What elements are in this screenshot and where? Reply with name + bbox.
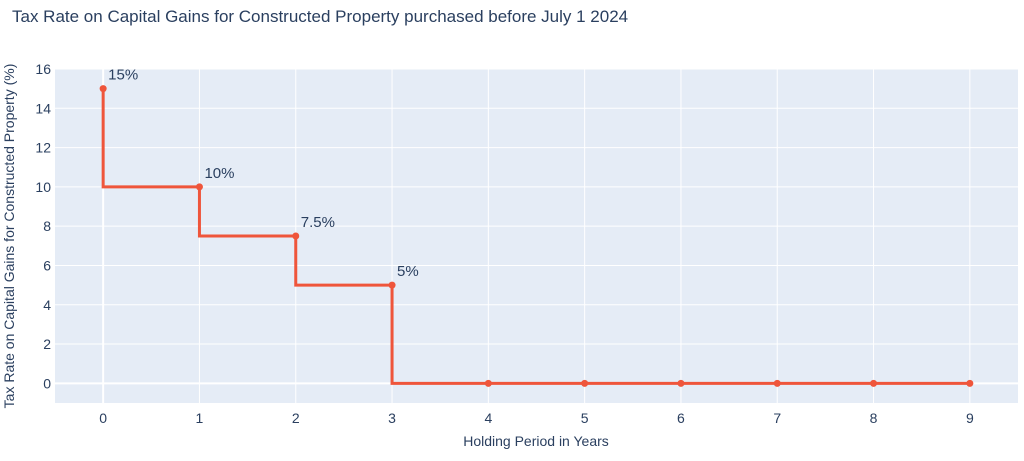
x-tick-label: 1 bbox=[196, 410, 204, 426]
data-point bbox=[388, 281, 396, 289]
series-layer bbox=[99, 85, 974, 387]
data-point bbox=[966, 379, 974, 387]
y-tick-label: 10 bbox=[35, 179, 51, 195]
x-tick-label: 5 bbox=[581, 410, 589, 426]
data-point bbox=[484, 379, 492, 387]
y-tick-label: 14 bbox=[35, 100, 51, 116]
data-label: 7.5% bbox=[301, 214, 335, 231]
annotations: 15% 10% 7.5% 5% bbox=[108, 67, 419, 280]
data-label: 10% bbox=[204, 165, 234, 182]
data-point bbox=[195, 183, 203, 191]
x-tick-label: 7 bbox=[773, 410, 781, 426]
data-point bbox=[773, 379, 781, 387]
y-tick-label: 2 bbox=[43, 336, 51, 352]
x-tick-label: 6 bbox=[677, 410, 685, 426]
x-axis-label: Holding Period in Years bbox=[463, 433, 609, 449]
data-label: 5% bbox=[397, 263, 419, 280]
data-point bbox=[292, 232, 300, 240]
y-tick-label: 6 bbox=[43, 257, 51, 273]
data-point bbox=[677, 379, 685, 387]
y-tick-label: 16 bbox=[35, 61, 51, 77]
x-tick-label: 4 bbox=[484, 410, 492, 426]
y-tick-label: 0 bbox=[43, 375, 51, 391]
data-point bbox=[581, 379, 589, 387]
data-point bbox=[870, 379, 878, 387]
y-tick-label: 8 bbox=[43, 218, 51, 234]
x-tick-label: 2 bbox=[292, 410, 300, 426]
y-axis-label: Tax Rate on Capital Gains for Constructe… bbox=[1, 64, 17, 409]
x-tick-label: 9 bbox=[966, 410, 974, 426]
x-tick-label: 0 bbox=[99, 410, 107, 426]
y-tick-label: 12 bbox=[35, 140, 51, 156]
data-point bbox=[99, 85, 107, 93]
y-tick-label: 4 bbox=[43, 297, 51, 313]
x-tick-label: 8 bbox=[870, 410, 878, 426]
series-line bbox=[101, 88, 970, 385]
x-tick-label: 3 bbox=[388, 410, 396, 426]
data-label: 15% bbox=[108, 67, 138, 84]
chart-title: Tax Rate on Capital Gains for Constructe… bbox=[12, 7, 628, 26]
